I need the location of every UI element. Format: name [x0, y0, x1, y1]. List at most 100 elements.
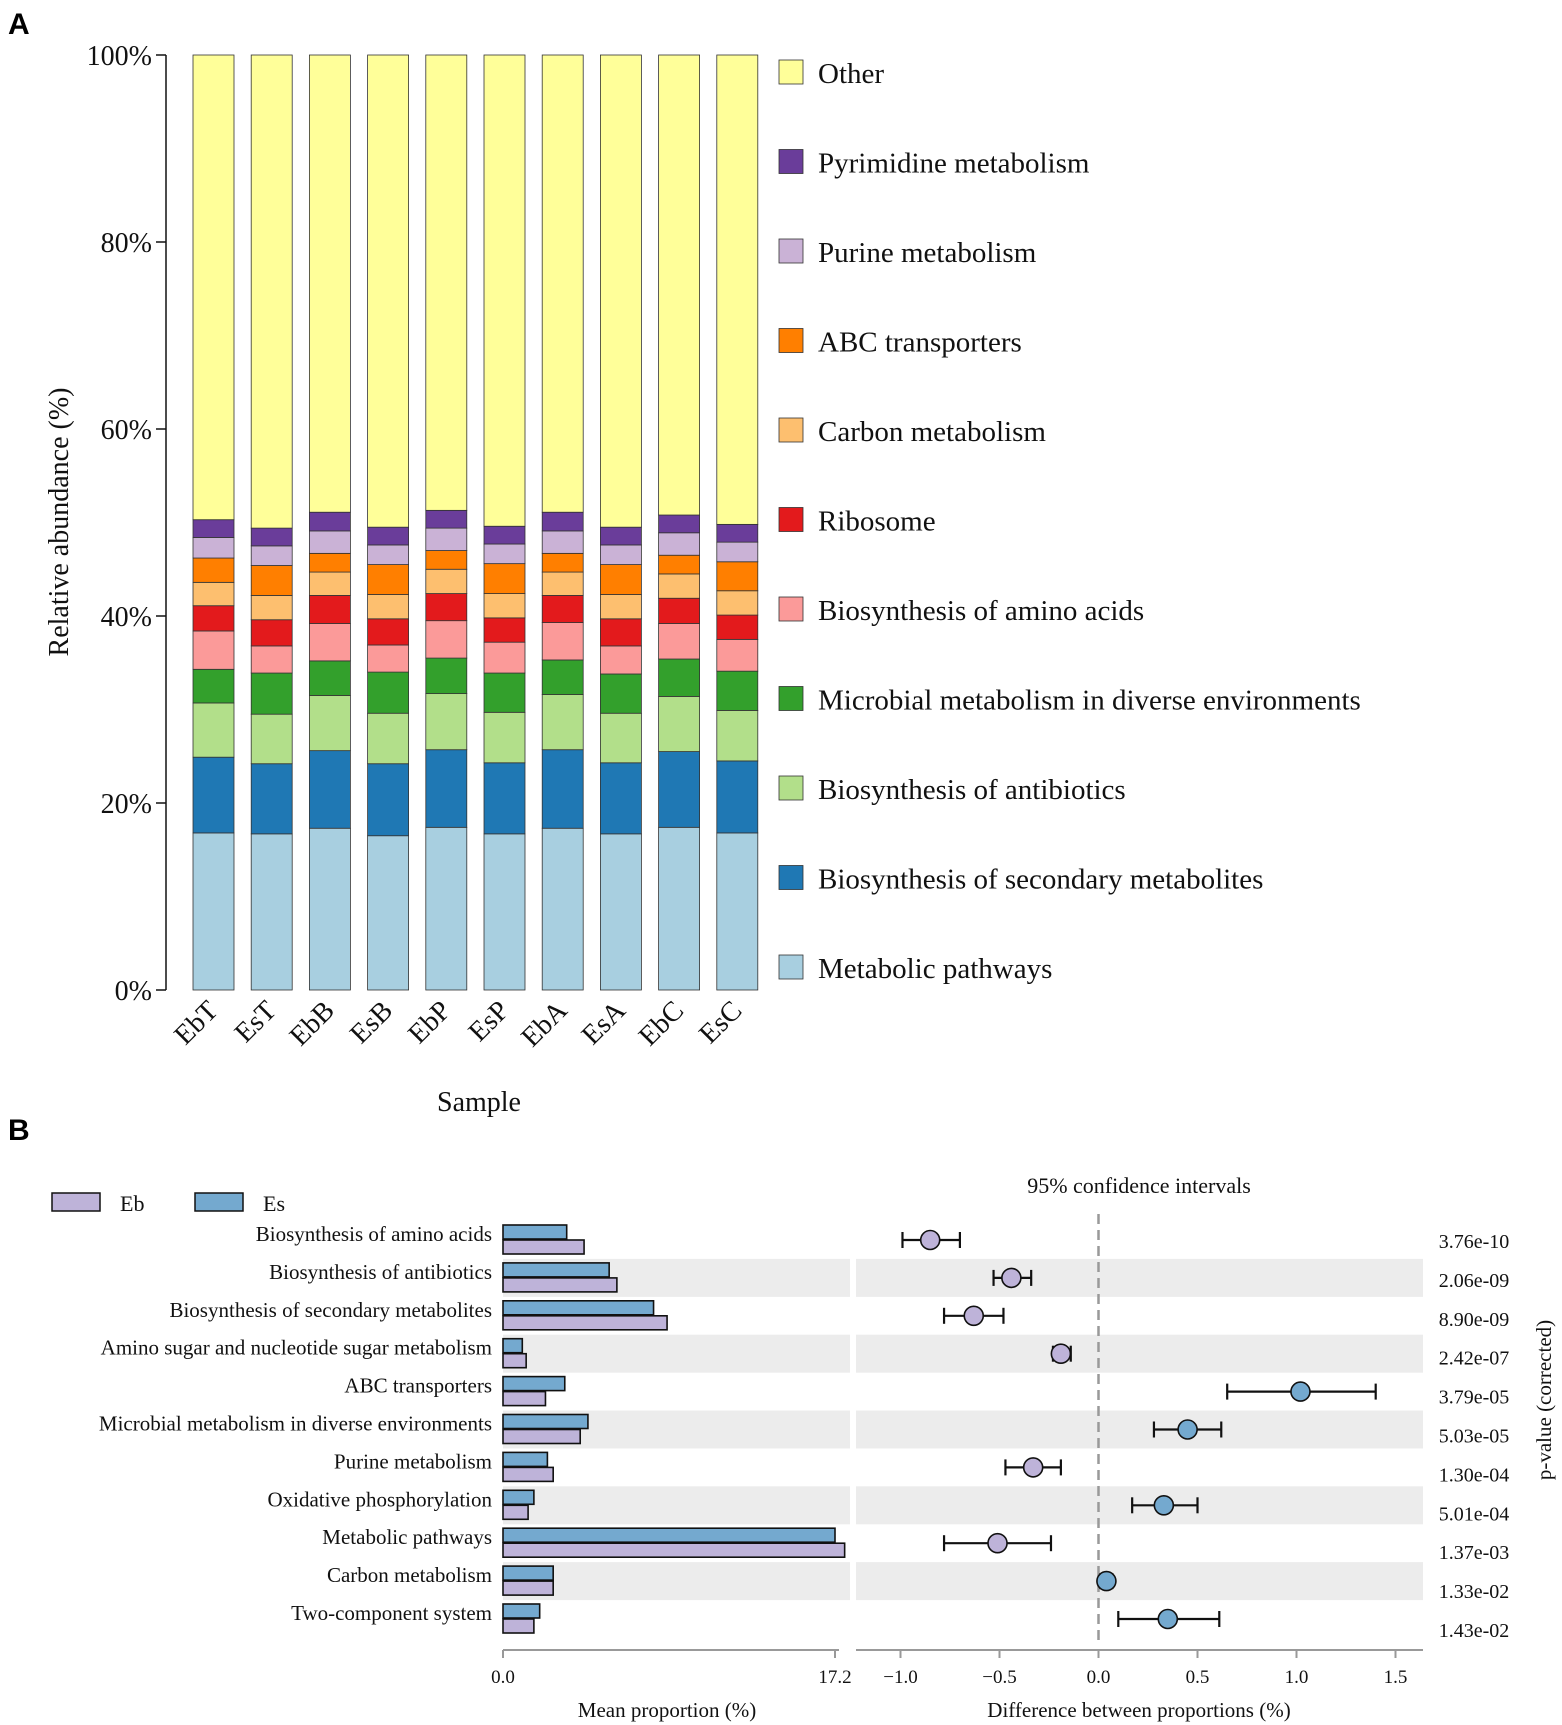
bar-esb-purine-metabolism	[367, 544, 410, 565]
bar-esc-abc-transporters	[716, 561, 759, 592]
bar-ebb-other	[308, 54, 351, 513]
legend-swatch-pyrimidine-metabolism	[778, 149, 804, 174]
bar-ebb-biosynthesis-of-antibiotics	[308, 695, 351, 752]
bar-ebc-ribosome	[658, 597, 700, 624]
panel-b-ci-points	[901, 1214, 1377, 1645]
legend-item-microbial-metabolism-in-diverse-environments: Microbial metabolism in diverse environm…	[778, 685, 1361, 717]
pvalue-5: 5.03e-05	[1439, 1426, 1510, 1448]
legend-label-metabolic-pathways: Metabolic pathways	[818, 953, 1052, 985]
bar-ebt-microbial-metabolism-in-diverse-environments	[192, 668, 235, 704]
mean-bar-microbial-metabolism-in-diverse-environments-es	[502, 1413, 589, 1430]
bar-esp-biosynthesis-of-secondary-metabolites	[483, 762, 526, 835]
panel-letter-b: B	[8, 1114, 30, 1147]
ci-point-8	[987, 1532, 1008, 1554]
bar-esa-other	[600, 54, 642, 528]
bar-esb-biosynthesis-of-secondary-metabolites	[367, 763, 410, 837]
bar-ebt-biosynthesis-of-secondary-metabolites	[192, 756, 235, 834]
ci-row-biosynthesis-of-antibiotics	[992, 1267, 1033, 1289]
ci-point-1	[1001, 1267, 1022, 1289]
row-label-biosynthesis-of-secondary-metabolites: Biosynthesis of secondary metabolites	[169, 1298, 492, 1322]
bar-esc-carbon-metabolism	[716, 590, 759, 616]
legend-item-biosynthesis-of-secondary-metabolites: Biosynthesis of secondary metabolites	[778, 864, 1263, 896]
pvalue-0: 3.76e-10	[1439, 1231, 1510, 1253]
bar-esa-carbon-metabolism	[600, 594, 642, 620]
x-tick-label-est: EsT	[229, 995, 283, 1049]
bar-ebc-biosynthesis-of-amino-acids	[658, 623, 700, 660]
pvalue-2: 8.90e-09	[1439, 1309, 1510, 1331]
legend-label-carbon-metabolism: Carbon metabolism	[818, 416, 1046, 448]
panel-b-mean-bars	[502, 1224, 846, 1634]
legend-item-carbon-metabolism: Carbon metabolism	[778, 416, 1046, 448]
ci-row-metabolic-pathways	[942, 1532, 1053, 1554]
row-label-abc-transporters: ABC transporters	[344, 1374, 492, 1398]
bar-est-biosynthesis-of-amino-acids	[250, 645, 293, 674]
bar-esb-pyrimidine-metabolism	[367, 526, 410, 546]
bar-est-ribosome	[250, 619, 293, 647]
bar-ebp-biosynthesis-of-amino-acids	[425, 620, 468, 659]
legend-label-biosynthesis-of-secondary-metabolites: Biosynthesis of secondary metabolites	[818, 864, 1263, 896]
ci-axis-tick-label-0: −1.0	[883, 1667, 917, 1688]
mean-bar-two-component-system-eb	[502, 1618, 535, 1634]
bar-esp-metabolic-pathways	[483, 833, 526, 991]
mean-bar-amino-sugar-and-nucleotide-sugar-metabolism-es	[502, 1337, 524, 1354]
bar-ebt-pyrimidine-metabolism	[192, 519, 235, 538]
panel-a-bars	[192, 54, 759, 991]
legend-item-other: Other	[778, 58, 884, 90]
bar-est-abc-transporters	[250, 565, 293, 596]
bar-esc-purine-metabolism	[716, 541, 759, 563]
bar-eba-biosynthesis-of-antibiotics	[541, 694, 584, 751]
legend-item-pyrimidine-metabolism: Pyrimidine metabolism	[778, 148, 1090, 180]
pvalue-6: 1.30e-04	[1439, 1464, 1510, 1486]
mean-bar-two-component-system-es	[502, 1603, 541, 1619]
mean-bar-carbon-metabolism-es	[502, 1565, 554, 1581]
mean-axis-tick-label-1: 17.2	[818, 1667, 851, 1688]
ci-row-two-component-system	[1117, 1608, 1221, 1630]
mean-bar-biosynthesis-of-amino-acids-eb	[502, 1239, 585, 1255]
bar-esc-microbial-metabolism-in-diverse-environments	[716, 670, 759, 711]
bar-ebp-carbon-metabolism	[425, 568, 468, 594]
x-tick-label-ebb: EbB	[284, 995, 341, 1052]
bar-ebb-microbial-metabolism-in-diverse-environments	[308, 660, 351, 696]
ci-axis-tick-label-1: −0.5	[982, 1667, 1016, 1688]
row-label-oxidative-phosphorylation: Oxidative phosphorylation	[267, 1487, 492, 1511]
panel-b-ci-axis: −1.0 −0.5 0.0 0.5 1.0 1.5	[856, 1649, 1423, 1688]
stripe-right-5	[856, 1410, 1423, 1449]
bar-esc-biosynthesis-of-antibiotics	[716, 710, 759, 762]
y-tick-label-5: 100%	[87, 41, 152, 72]
legend-swatch-abc-transporters	[778, 328, 804, 353]
bar-ebp-ribosome	[425, 593, 468, 622]
row-label-two-component-system: Two-component system	[291, 1601, 492, 1625]
bar-esa-microbial-metabolism-in-diverse-environments	[600, 673, 642, 714]
bar-esa-biosynthesis-of-amino-acids	[600, 645, 642, 675]
mean-bar-metabolic-pathways-es	[502, 1527, 836, 1543]
bar-esc-pyrimidine-metabolism	[716, 523, 759, 543]
bar-est-other	[250, 54, 293, 529]
ci-point-0	[919, 1229, 941, 1251]
panel-b-mean-axis: 0.0 17.2	[491, 1649, 852, 1688]
ci-row-microbial-metabolism-in-diverse-environments	[1152, 1419, 1223, 1440]
y-tick-label-3: 60%	[101, 415, 152, 446]
row-label-purine-metabolism: Purine metabolism	[334, 1449, 492, 1473]
x-tick-label-eba: EbA	[515, 994, 574, 1053]
bar-ebb-abc-transporters	[308, 552, 351, 573]
bar-ebt-purine-metabolism	[192, 537, 235, 559]
panel-a-y-ticks: 0% 20% 40% 60% 80% 100%	[87, 41, 166, 1007]
bar-eba-carbon-metabolism	[541, 571, 584, 596]
panel-b-ci-title: 95% confidence intervals	[1027, 1173, 1251, 1198]
ci-point-6	[1022, 1457, 1044, 1478]
ci-point-5	[1177, 1419, 1198, 1440]
bar-esp-biosynthesis-of-antibiotics	[483, 711, 526, 764]
stripe-left-3	[503, 1334, 850, 1373]
bar-eba-abc-transporters	[541, 552, 584, 573]
bar-ebb-metabolic-pathways	[308, 827, 351, 991]
ci-row-biosynthesis-of-secondary-metabolites	[942, 1305, 1005, 1327]
legend-item-biosynthesis-of-amino-acids: Biosynthesis of amino acids	[778, 595, 1144, 627]
x-tick-label-ebt: EbT	[168, 995, 224, 1051]
bar-ebp-abc-transporters	[425, 550, 468, 570]
bar-ebc-other	[658, 54, 700, 516]
ci-point-7	[1153, 1495, 1175, 1516]
bar-esb-biosynthesis-of-antibiotics	[367, 712, 410, 765]
bar-ebb-ribosome	[308, 595, 351, 624]
pvalue-3: 2.42e-07	[1439, 1348, 1510, 1370]
bar-ebp-pyrimidine-metabolism	[425, 509, 468, 529]
